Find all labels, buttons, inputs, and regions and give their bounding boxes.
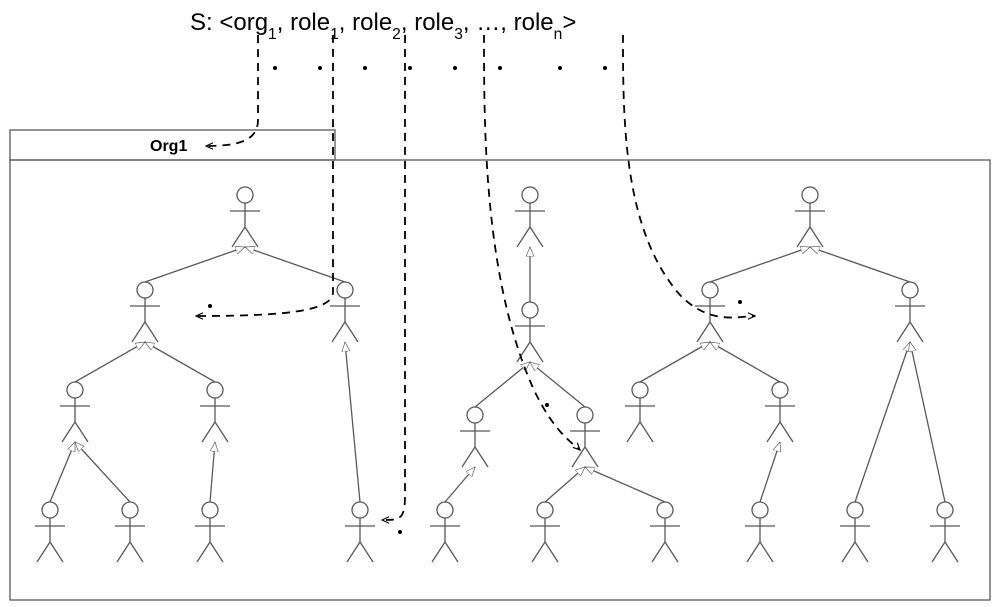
gen-edge — [640, 342, 710, 382]
to-role3-BR-dot — [545, 403, 549, 407]
actor-C_b9 — [840, 502, 870, 562]
tuple-title: S: <org1, role1, role2, role3, …, rolen> — [190, 9, 576, 43]
ellipsis-dot — [408, 66, 412, 70]
gen-edge — [50, 442, 75, 502]
ellipsis-dot — [558, 66, 562, 70]
actor-B_b6 — [530, 502, 560, 562]
actor-C_R — [895, 282, 925, 342]
to-rolen-CLR-dot — [738, 300, 742, 304]
gen-edge — [445, 467, 475, 502]
ellipsis-dot — [273, 66, 277, 70]
actor-A_top — [230, 187, 260, 247]
actor-A_LR — [200, 382, 230, 442]
gen-edge — [710, 247, 810, 282]
ellipsis-dot — [318, 66, 322, 70]
actor-C_b10 — [930, 502, 960, 562]
actor-C_L — [695, 282, 725, 342]
gen-edge — [530, 362, 585, 407]
actor-C_LR — [765, 382, 795, 442]
ellipsis-dot — [363, 66, 367, 70]
actor-A_R — [330, 282, 360, 342]
actor-B_top — [515, 187, 545, 247]
actor-B_mid — [515, 302, 545, 362]
to-role1-AL — [196, 35, 333, 316]
actor-C_b8 — [745, 502, 775, 562]
actor-A_b1 — [35, 502, 65, 562]
ellipsis-dot — [498, 66, 502, 70]
actor-C_top — [795, 187, 825, 247]
gen-edge — [545, 467, 585, 502]
gen-edge — [245, 247, 345, 282]
gen-edge — [910, 342, 945, 502]
gen-edge — [75, 342, 145, 382]
actor-B_R — [570, 407, 600, 467]
actor-A_LL — [60, 382, 90, 442]
ellipsis-dot — [453, 66, 457, 70]
actor-A_L — [130, 282, 160, 342]
main-container — [10, 160, 990, 600]
actor-A_b2 — [115, 502, 145, 562]
gen-edge — [345, 342, 360, 502]
gen-edge — [145, 342, 215, 382]
org-label: Org1 — [150, 138, 187, 155]
actor-A_b4 — [345, 502, 375, 562]
gen-edge — [710, 342, 780, 382]
gen-edge — [210, 442, 215, 502]
gen-edge — [475, 362, 530, 407]
actor-C_LL — [625, 382, 655, 442]
ellipsis-dot — [603, 66, 607, 70]
gen-edge — [585, 467, 665, 502]
actor-B_b7 — [650, 502, 680, 562]
to-role1-AL-dot — [208, 304, 212, 308]
actor-A_b3 — [195, 502, 225, 562]
to-role2-Ab4-dot — [398, 530, 402, 534]
actor-B_L — [460, 407, 490, 467]
gen-edge — [760, 442, 780, 502]
gen-edge — [855, 342, 910, 502]
gen-edge — [145, 247, 245, 282]
to-role2-Ab4 — [382, 35, 405, 520]
gen-edge — [810, 247, 910, 282]
gen-edge — [75, 442, 130, 502]
diagram-canvas: S: <org1, role1, role2, role3, …, rolen>… — [0, 0, 1000, 607]
actor-B_b5 — [430, 502, 460, 562]
to-rolen-CLR — [623, 35, 755, 318]
